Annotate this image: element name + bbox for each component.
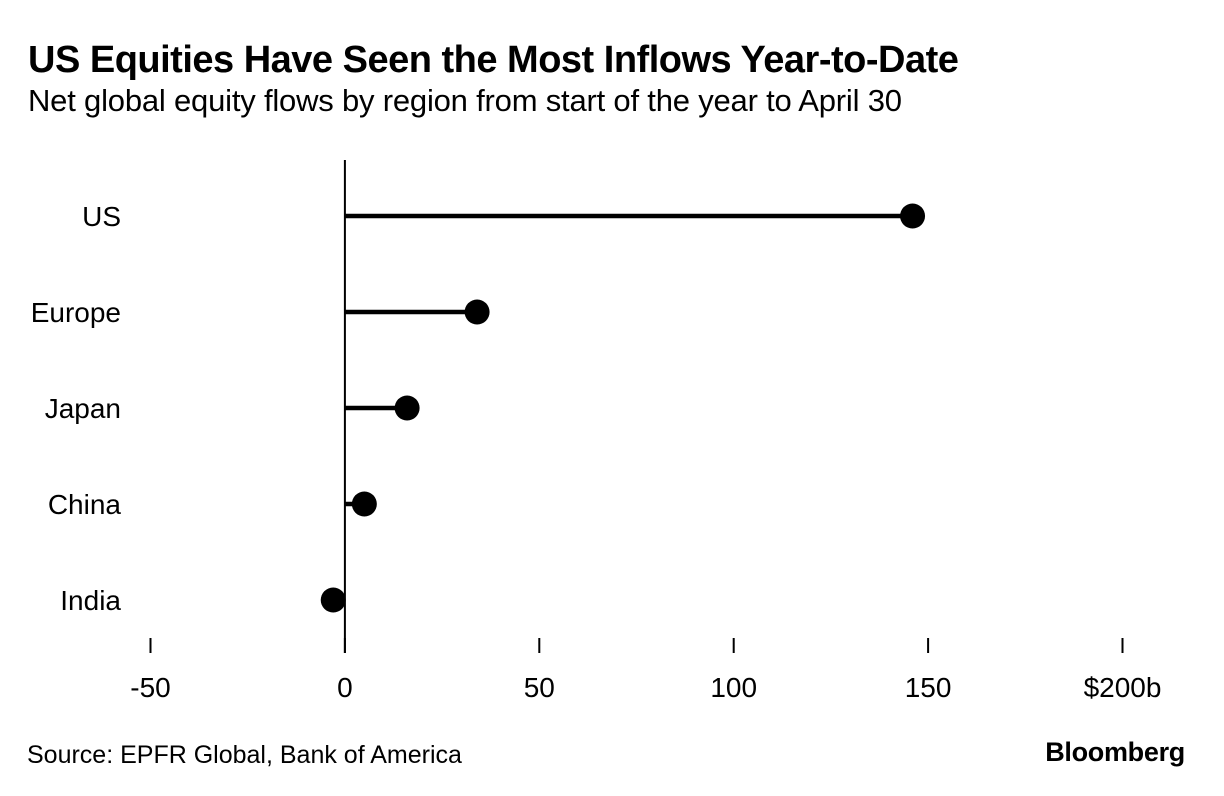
source-note: Source: EPFR Global, Bank of America	[27, 741, 462, 769]
x-axis-tick-label: 150	[905, 672, 952, 703]
x-axis-tick-label: 50	[524, 672, 555, 703]
category-label-japan: Japan	[45, 393, 121, 424]
category-label-china: China	[48, 489, 122, 520]
category-label-us: US	[82, 201, 121, 232]
chart-subtitle: Net global equity flows by region from s…	[28, 83, 902, 118]
data-point-europe	[464, 299, 490, 325]
x-axis-tick-label: $200b	[1084, 672, 1162, 703]
data-point-india	[320, 587, 346, 613]
x-axis-tick-label: -50	[130, 672, 170, 703]
chart-area: -50 0 50 100 150 $200b US Europe Japan China India	[0, 140, 1224, 710]
category-label-india: India	[60, 585, 121, 616]
data-point-china	[351, 491, 377, 517]
x-axis-tick-label: 0	[337, 672, 353, 703]
chart-title: US Equities Have Seen the Most Inflows Y…	[28, 39, 959, 81]
x-axis-tick-label: 100	[710, 672, 757, 703]
category-label-europe: Europe	[31, 297, 121, 328]
flows-lollipop-chart: -50 0 50 100 150 $200b US Europe Japan China India	[31, 160, 1162, 703]
bloomberg-logo: Bloomberg	[1045, 737, 1185, 767]
data-point-us	[900, 203, 926, 229]
data-point-japan	[394, 395, 420, 421]
